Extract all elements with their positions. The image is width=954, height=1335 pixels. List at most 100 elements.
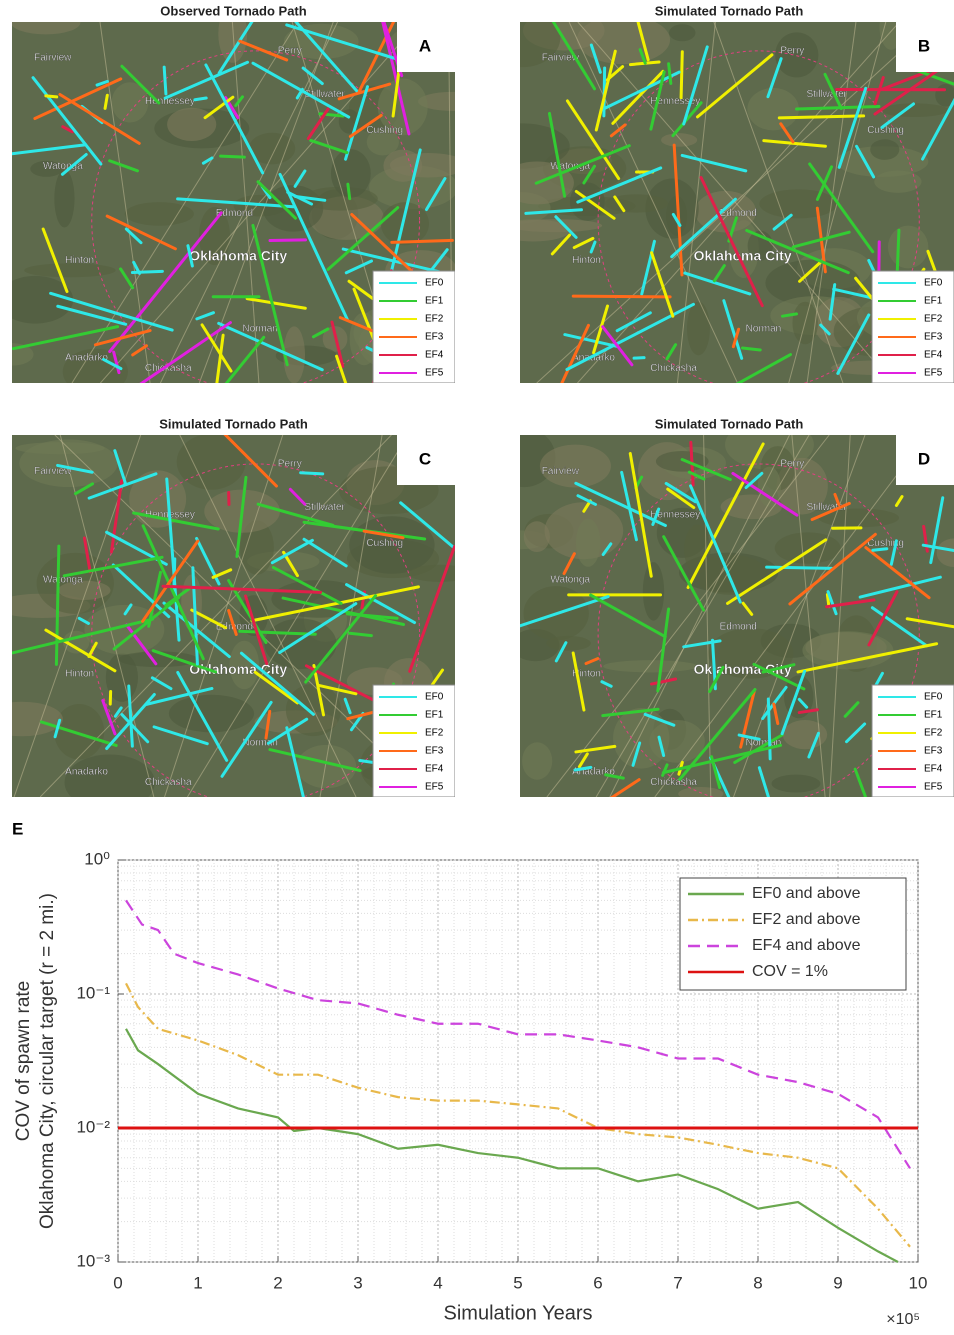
y-tick-label: 10⁻¹ xyxy=(76,983,110,1002)
x-tick-label: 6 xyxy=(593,1273,602,1292)
legend-label: COV = 1% xyxy=(752,963,828,980)
tornado-path xyxy=(195,98,206,100)
tornado-path xyxy=(301,473,323,474)
terrain xyxy=(613,708,669,769)
y-axis-label: Oklahoma City, circular target (r = 2 mi… xyxy=(37,893,58,1229)
legend-label: EF0 xyxy=(924,278,943,289)
legend-label: EF3 xyxy=(425,332,444,343)
tornado-path xyxy=(743,348,761,350)
y-tick-label: 10⁻³ xyxy=(76,1251,110,1270)
tornado-path xyxy=(634,358,644,359)
terrain xyxy=(643,562,664,621)
terrain xyxy=(65,754,155,810)
terrain xyxy=(874,171,921,193)
place-label: Perry xyxy=(278,46,302,57)
tornado-path xyxy=(681,52,682,98)
tornado-path xyxy=(779,116,863,118)
x-multiplier: ×10⁵ xyxy=(886,1311,920,1328)
place-label: Anadarko xyxy=(65,766,108,777)
legend-label: EF3 xyxy=(924,332,943,343)
legend-label: EF1 xyxy=(425,710,444,721)
terrain xyxy=(870,139,899,160)
place-label: Perry xyxy=(278,459,302,470)
terrain xyxy=(747,88,799,131)
terrain xyxy=(508,219,602,232)
terrain xyxy=(167,108,216,141)
x-tick-label: 3 xyxy=(353,1273,362,1292)
x-tick-label: 7 xyxy=(673,1273,682,1292)
map: FairviewHennesseyPerryStillwaterCushingW… xyxy=(0,380,482,820)
terrain xyxy=(11,11,80,35)
terrain xyxy=(775,532,841,563)
place-label: Oklahoma City xyxy=(189,247,287,263)
terrain xyxy=(603,660,697,672)
x-axis-label: Simulation Years xyxy=(444,1302,593,1324)
terrain xyxy=(880,103,948,117)
tornado-path xyxy=(873,549,887,551)
terrain xyxy=(181,574,202,630)
place-label: Anadarko xyxy=(65,352,108,363)
terrain xyxy=(577,15,670,64)
legend-label: EF1 xyxy=(924,710,943,721)
panel-title: Simulated Tornado Path xyxy=(655,416,804,431)
tornado-path xyxy=(767,567,832,568)
terrain xyxy=(54,170,74,228)
tornado-path xyxy=(573,296,670,297)
terrain xyxy=(687,302,710,356)
tornado-path xyxy=(270,240,305,241)
terrain xyxy=(177,434,246,490)
legend-label: EF0 xyxy=(924,692,943,703)
legend-label: EF4 xyxy=(924,764,943,775)
legend-label: EF4 xyxy=(425,350,444,361)
panel-title: Observed Tornado Path xyxy=(160,3,306,18)
place-label: Oklahoma City xyxy=(694,247,792,263)
place-label: Hinton xyxy=(65,255,94,266)
page: Observed Tornado PathFairviewHennesseyPe… xyxy=(0,0,954,1335)
terrain xyxy=(772,775,821,793)
x-tick-label: 2 xyxy=(273,1273,282,1292)
tornado-path xyxy=(897,230,899,276)
panel-letter: A xyxy=(419,36,431,55)
panel-label: E xyxy=(12,819,23,838)
x-tick-label: 1 xyxy=(193,1273,202,1292)
legend-label: EF0 xyxy=(425,692,444,703)
place-label: Fairview xyxy=(542,466,580,477)
legend-label: EF4 xyxy=(924,350,943,361)
legend-label: EF1 xyxy=(425,296,444,307)
place-label: Perry xyxy=(780,459,804,470)
tornado-path xyxy=(46,96,57,97)
figure: Observed Tornado PathFairviewHennesseyPe… xyxy=(0,0,954,1330)
terrain xyxy=(669,24,696,41)
terrain xyxy=(678,787,723,801)
map: FairviewHennesseyPerryStillwaterCushingW… xyxy=(0,0,494,433)
legend-label: EF0 and above xyxy=(752,885,861,902)
place-label: Fairview xyxy=(34,53,72,64)
terrain xyxy=(169,695,254,733)
place-label: Cushing xyxy=(366,538,403,549)
legend-label: EF2 xyxy=(924,728,943,739)
terrain xyxy=(759,189,837,218)
terrain xyxy=(16,442,105,454)
panel-title: Simulated Tornado Path xyxy=(655,3,804,18)
x-tick-label: 8 xyxy=(753,1273,762,1292)
place-label: Edmond xyxy=(720,622,757,633)
place-label: Cushing xyxy=(366,125,403,136)
tornado-path xyxy=(768,699,770,759)
legend-label: EF5 xyxy=(924,368,943,379)
terrain xyxy=(418,92,489,111)
place-label: Norman xyxy=(746,323,782,334)
x-tick-label: 9 xyxy=(833,1273,842,1292)
legend-label: EF2 xyxy=(425,728,444,739)
legend-label: EF2 xyxy=(924,314,943,325)
tornado-path xyxy=(221,156,245,157)
terrain xyxy=(570,182,605,220)
legend-label: EF2 and above xyxy=(752,911,861,928)
tornado-path xyxy=(164,67,166,94)
panel-letter: D xyxy=(918,449,930,468)
place-label: Perry xyxy=(780,46,804,57)
legend-label: EF4 and above xyxy=(752,937,861,954)
map: FairviewHennesseyPerryStillwaterCushingW… xyxy=(473,0,954,423)
place-label: Watonga xyxy=(550,574,590,585)
legend-label: EF5 xyxy=(924,782,943,793)
panel-letter: B xyxy=(918,36,930,55)
